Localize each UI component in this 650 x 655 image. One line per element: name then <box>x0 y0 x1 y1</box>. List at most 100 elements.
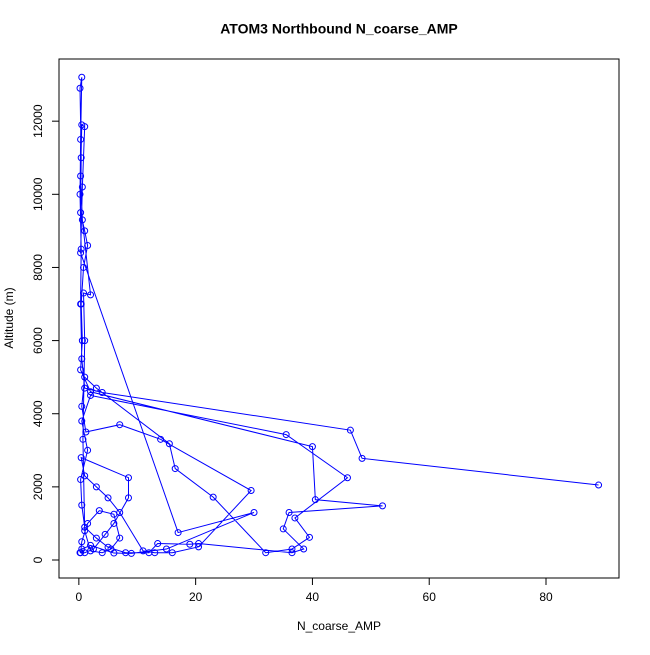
y-tick-label: 4000 <box>31 400 45 427</box>
data-point <box>288 549 296 557</box>
chart-title: ATOM3 Northbound N_coarse_AMP <box>220 21 458 37</box>
x-tick-label: 40 <box>306 590 320 604</box>
data-point <box>171 465 179 473</box>
data-point <box>81 472 89 480</box>
data-point <box>82 428 90 436</box>
data-point <box>101 530 109 538</box>
data-point <box>311 496 319 504</box>
data-point <box>127 549 135 557</box>
data-point <box>110 549 118 557</box>
data-point <box>165 440 173 448</box>
data-point <box>76 84 84 92</box>
data-point <box>81 384 89 392</box>
y-tick-label: 10000 <box>31 177 45 211</box>
data-point <box>104 494 112 502</box>
data-point <box>76 190 84 198</box>
data-point <box>77 154 85 162</box>
x-axis-label: N_coarse_AMP <box>297 619 381 633</box>
data-point <box>81 337 89 345</box>
data-point <box>110 510 118 518</box>
data-point <box>76 549 84 557</box>
data-point <box>78 545 86 553</box>
data-point <box>288 545 296 553</box>
data-point <box>151 549 159 557</box>
data-point <box>279 525 287 533</box>
data-point <box>77 476 85 484</box>
x-tick-label: 0 <box>76 590 83 604</box>
y-tick-label: 0 <box>31 556 45 563</box>
data-point <box>98 389 106 397</box>
data-point <box>308 443 316 451</box>
data-point <box>78 417 86 425</box>
y-axis-label: Altitude (m) <box>2 287 16 348</box>
y-tick-label: 8000 <box>31 254 45 281</box>
data-point <box>247 487 255 495</box>
data-point <box>87 291 95 299</box>
data-point <box>110 519 118 527</box>
data-point <box>78 355 86 363</box>
data-point <box>80 263 88 271</box>
data-point <box>195 540 203 548</box>
data-point <box>358 454 366 462</box>
data-point <box>77 249 85 257</box>
data-point <box>92 384 100 392</box>
x-tick-label: 60 <box>423 590 437 604</box>
data-point <box>209 493 217 501</box>
data-point <box>79 435 87 443</box>
data-point <box>81 227 89 235</box>
data-point <box>78 538 86 546</box>
data-point <box>84 242 92 250</box>
data-point <box>78 337 86 345</box>
data-point <box>87 541 95 549</box>
data-point <box>77 245 85 253</box>
y-tick-label: 12000 <box>31 104 45 138</box>
data-point <box>78 73 86 81</box>
data-point <box>80 289 88 297</box>
data-point <box>157 435 165 443</box>
data-point <box>81 123 89 131</box>
data-point <box>78 183 86 191</box>
data-point <box>116 534 124 542</box>
data-point <box>291 514 299 522</box>
data-line <box>79 77 599 554</box>
data-point <box>77 366 85 374</box>
data-point <box>124 494 132 502</box>
y-tick-label: 6000 <box>31 327 45 354</box>
data-point <box>77 300 85 308</box>
data-point <box>250 508 258 516</box>
data-point <box>78 216 86 224</box>
y-tick-label: 2000 <box>31 473 45 500</box>
data-point <box>595 481 603 489</box>
data-point <box>262 549 270 557</box>
data-point <box>84 446 92 454</box>
data-point <box>81 373 89 381</box>
data-point <box>168 549 176 557</box>
data-point <box>343 474 351 482</box>
data-point <box>285 508 293 516</box>
data-point <box>77 135 85 143</box>
data-point <box>77 172 85 180</box>
data-point <box>116 421 124 429</box>
data-point <box>84 519 92 527</box>
data-point <box>139 547 147 555</box>
data-point <box>87 547 95 555</box>
data-point <box>154 540 162 548</box>
data-point <box>81 527 89 535</box>
data-point <box>95 507 103 515</box>
data-point <box>78 402 86 410</box>
data-point <box>174 529 182 537</box>
data-point <box>92 483 100 491</box>
data-point <box>92 534 100 542</box>
data-point <box>379 502 387 510</box>
data-point <box>282 431 290 439</box>
x-tick-label: 20 <box>189 590 203 604</box>
data-point <box>195 543 203 551</box>
data-point <box>124 474 132 482</box>
data-point <box>186 540 194 548</box>
data-point <box>87 388 95 396</box>
data-point <box>78 501 86 509</box>
data-point <box>77 454 85 462</box>
data-point <box>300 545 308 553</box>
